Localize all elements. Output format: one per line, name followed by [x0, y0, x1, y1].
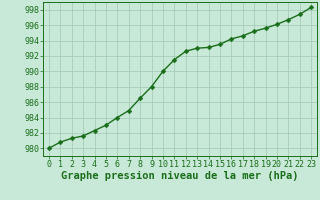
X-axis label: Graphe pression niveau de la mer (hPa): Graphe pression niveau de la mer (hPa): [61, 171, 299, 181]
